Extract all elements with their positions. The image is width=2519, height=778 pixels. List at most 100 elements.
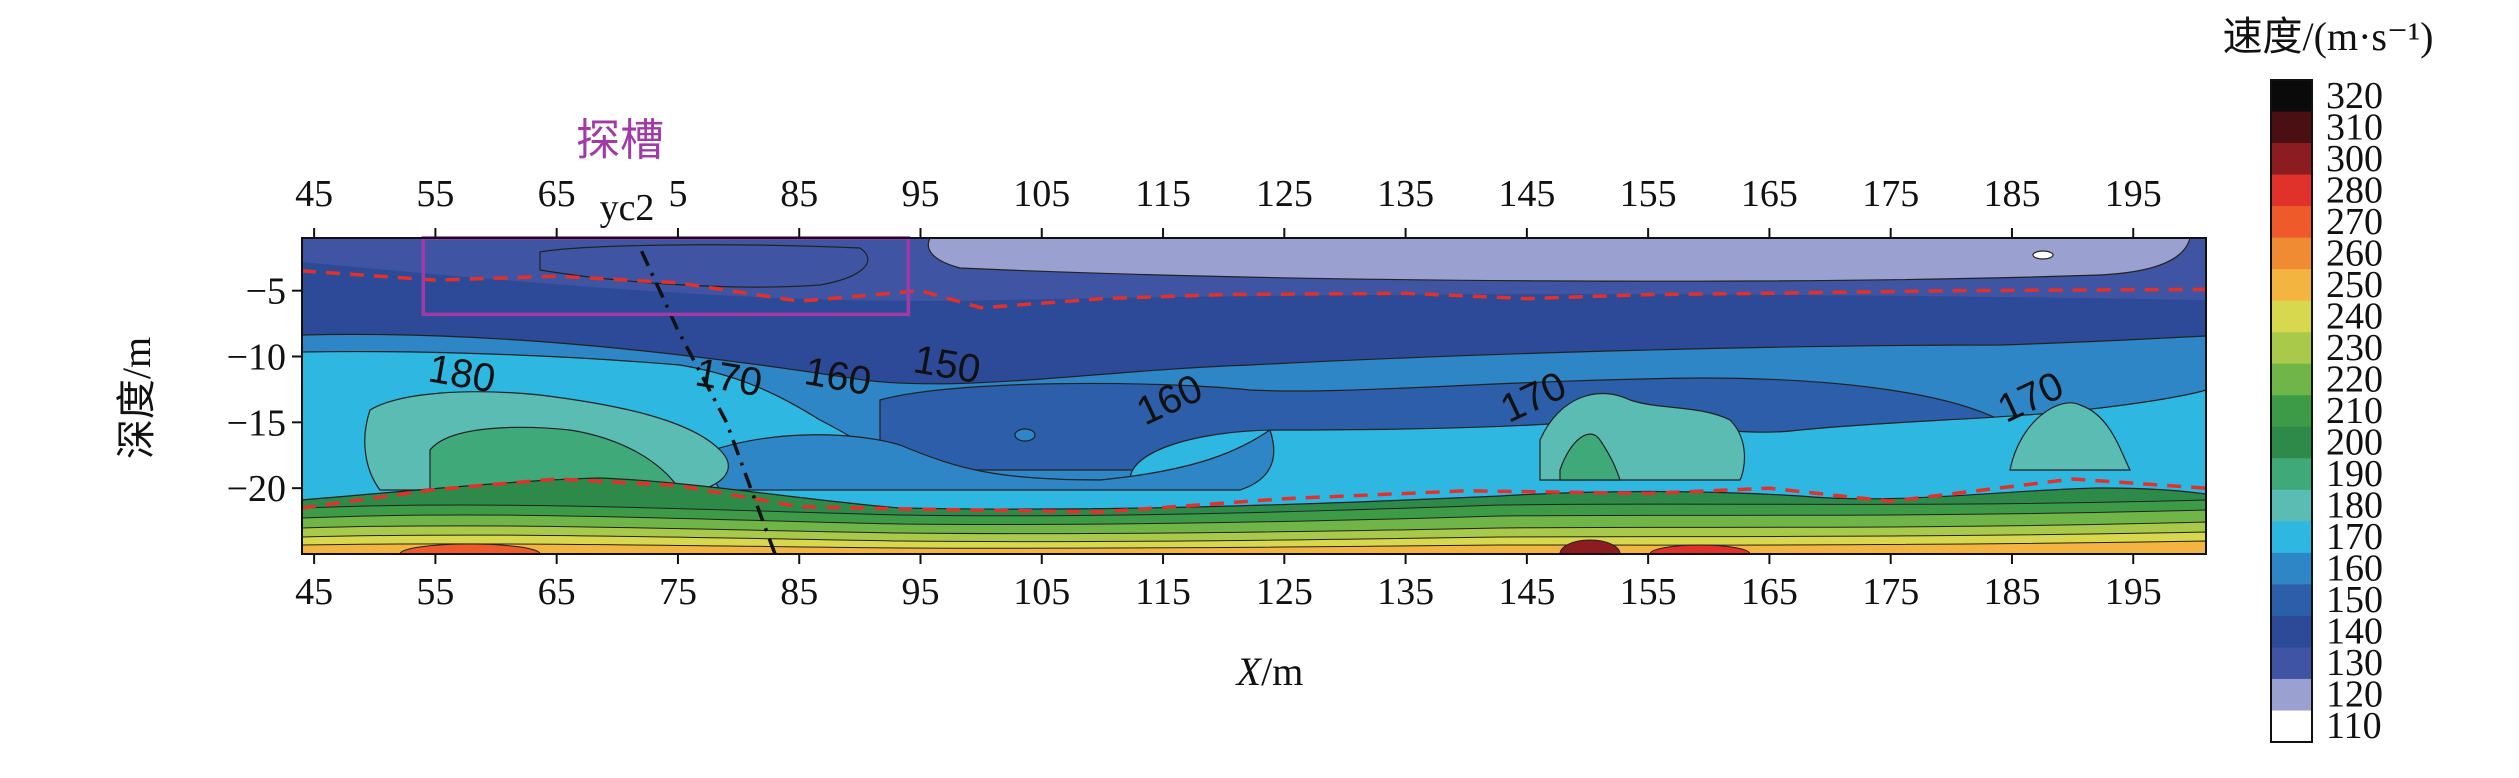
x-tick-label: 75 [659,571,697,613]
small-closed-contour-top [2032,250,2054,260]
colorbar-tick-label: 110 [2326,705,2382,747]
colorbar-tick-label: 150 [2326,579,2383,621]
hot-spot-east [1649,544,1751,554]
zone-190 [429,426,682,491]
x-top-tick-label: 55 [416,173,454,215]
colorbar-tick-label: 280 [2326,169,2383,211]
x-tick-label: 105 [1013,571,1070,613]
x-axis-bottom: 45 55 65 75 85 95 105 115 125 135 145 155 165 175 185 1… [295,554,2162,613]
colorbar-swatch [2271,111,2312,144]
colorbar-swatch [2271,143,2312,176]
x-tick-label: 65 [538,571,576,613]
colorbar-tick-label: 170 [2326,516,2383,558]
interface-lower-dashed [302,477,2206,514]
x-tick-label: 195 [2105,571,2162,613]
colorbar-swatch [2271,489,2312,522]
colorbar-swatch [2271,647,2312,680]
colorbar-tick-label: 320 [2326,75,2383,117]
x-tick-label: 165 [1741,571,1798,613]
x-tick-label: 45 [295,571,333,613]
colorbar-swatch [2271,332,2312,365]
colorbar-tick-label: 220 [2326,358,2383,400]
x-top-tick-label: 145 [1498,173,1555,215]
x-tick-label: 95 [901,571,939,613]
y-tick-label: −10 [227,337,286,379]
colorbar-swatch [2271,584,2312,617]
x-top-tick-label: 65 [538,173,576,215]
colorbar-swatch [2271,426,2312,459]
colorbar-tick-label: 130 [2326,642,2383,684]
colorbar-swatch [2271,615,2312,648]
zone-190-east [1559,433,1621,481]
colorbar-swatch [2271,174,2312,207]
colorbar-title: 速度/(m·s⁻¹) [2223,14,2434,59]
colorbar-tick-label: 140 [2326,611,2383,653]
colorbar-tick-label: 240 [2326,295,2383,337]
colorbar-tick-label: 260 [2326,232,2383,274]
colorbar-swatch [2271,269,2312,302]
x-top-tick-label: 105 [1013,173,1070,215]
hot-spot-center [1559,539,1621,554]
x-top-tick-label: 195 [2105,173,2162,215]
y-axis: −5 −10 −15 −20 [227,271,302,510]
colorbar-tick-label: 180 [2326,485,2383,527]
x-top-tick-label: 125 [1256,173,1313,215]
colorbar-tick-label: 190 [2326,453,2383,495]
zone-120 [927,238,2191,282]
colorbar-swatch [2271,237,2312,270]
colorbar-swatch [2271,678,2312,711]
colorbar-swatch [2271,395,2312,428]
colorbar-tick-label: 230 [2326,327,2383,369]
plot-frame [301,237,2207,555]
colorbar-swatch [2271,300,2312,333]
colorbar-swatch [2271,206,2312,239]
x-tick-label: 175 [1862,571,1919,613]
x-axis-top: 45 55 65 5 85 95 105 115 125 135 145 155 165 175 185 19… [295,173,2162,238]
colorbar-swatch [2271,710,2312,743]
zone-160-bowl [699,429,1275,491]
x-top-tick-label: 135 [1377,173,1434,215]
zone-140-shallow [539,244,869,288]
borehole-label: yc2 [600,187,655,229]
x-top-tick-label: 85 [780,173,818,215]
x-tick-label: 185 [1983,571,2040,613]
x-tick-label: 135 [1377,571,1434,613]
fault-dash-dot-line [640,250,777,554]
zone-180-far [2009,402,2131,471]
x-tick-label: 55 [416,571,454,613]
colorbar-swatches [2270,79,2313,743]
colorbar-tick-label: 270 [2326,201,2383,243]
colorbar-tick-label: 120 [2326,674,2383,716]
x-tick-label: 85 [780,571,818,613]
x-tick-label: 145 [1498,571,1555,613]
colorbar: 速度/(m·s⁻¹) 32031030028027026025024023022… [2223,14,2434,747]
x-top-tick-label: 5 [668,173,687,215]
colorbar-swatch [2271,80,2312,113]
colorbar-tick-label: 250 [2326,264,2383,306]
x-top-tick-label: 155 [1620,173,1677,215]
colorbar-swatch [2271,552,2312,585]
x-top-tick-label: 165 [1741,173,1798,215]
colorbar-swatch [2271,521,2312,554]
y-tick-label: −5 [246,271,286,313]
x-top-tick-label: 45 [295,173,333,215]
x-top-tick-label: 175 [1862,173,1919,215]
colorbar-tick-label: 160 [2326,548,2383,590]
hot-spot-west [399,543,541,554]
x-top-tick-label: 95 [901,173,939,215]
x-top-tick-label: 115 [1135,173,1191,215]
trench-label: 探槽 [576,116,664,165]
colorbar-labels: 3203103002802702602502402302202102001901… [2326,75,2383,747]
small-closed-contour [1014,428,1036,442]
y-axis-label: 深度/m [114,337,159,459]
x-tick-label: 125 [1256,571,1313,613]
colorbar-tick-label: 310 [2326,106,2383,148]
colorbar-tick-label: 300 [2326,138,2383,180]
colorbar-swatch [2271,363,2312,396]
interface-upper-dashed [302,269,2206,310]
colorbar-frame [2270,79,2313,743]
x-axis-label-var: X [1235,649,1263,694]
colorbar-swatch [2271,458,2312,491]
